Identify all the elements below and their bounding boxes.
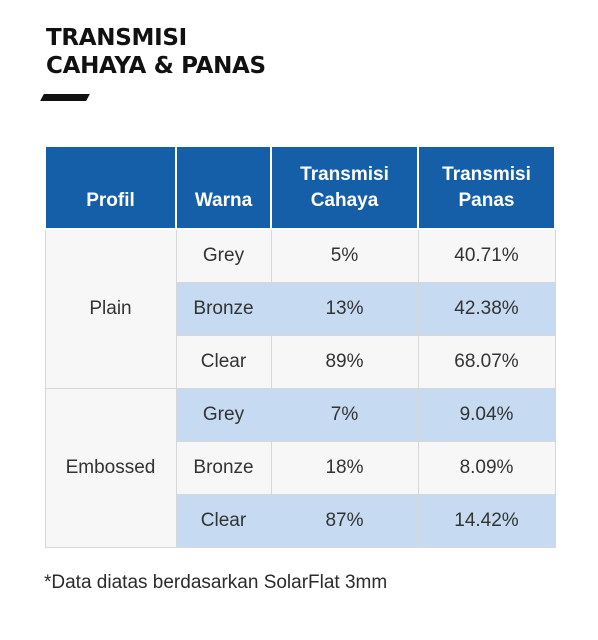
header-panas-line-2: Panas bbox=[458, 190, 515, 211]
footnote: *Data diatas berdasarkan SolarFlat 3mm bbox=[44, 572, 388, 593]
warna-cell: Grey bbox=[175, 228, 272, 283]
header-cahaya-line-2: Cahaya bbox=[310, 190, 379, 211]
header-transmisi-cahaya: Transmisi Cahaya bbox=[270, 145, 419, 230]
table-row: Bronze 18% 8.09% bbox=[45, 440, 556, 495]
warna-cell: Grey bbox=[175, 387, 272, 442]
transmission-table: Profil Warna Transmisi Cahaya Transmisi … bbox=[44, 145, 556, 548]
title-line-1: TRANSMISI bbox=[46, 25, 187, 51]
table-row: Embossed Grey 7% 9.04% bbox=[44, 387, 556, 548]
panas-cell: 42.38% bbox=[417, 281, 556, 336]
panas-cell: 14.42% bbox=[417, 493, 556, 548]
header-transmisi-panas: Transmisi Panas bbox=[417, 145, 556, 230]
title-line-2: CAHAYA & PANAS bbox=[46, 53, 266, 79]
cahaya-cell: 18% bbox=[270, 440, 419, 495]
panas-cell: 9.04% bbox=[417, 387, 556, 442]
title-underline-bar bbox=[40, 94, 90, 101]
profile-cell-plain: Plain bbox=[44, 228, 177, 389]
table-row: Plain Grey 5% 40.71% bbox=[44, 228, 556, 389]
warna-cell: Bronze bbox=[175, 440, 272, 495]
panas-cell: 8.09% bbox=[417, 440, 556, 495]
header-warna: Warna bbox=[175, 145, 272, 230]
cahaya-cell: 5% bbox=[270, 228, 419, 283]
warna-cell: Clear bbox=[175, 334, 272, 389]
table-row: Clear 89% 68.07% bbox=[45, 334, 556, 389]
header-panas-line-1: Transmisi bbox=[442, 164, 531, 185]
header-profil: Profil bbox=[44, 145, 177, 230]
page-title: TRANSMISI CAHAYA & PANAS bbox=[46, 24, 266, 80]
table-header-row: Profil Warna Transmisi Cahaya Transmisi … bbox=[44, 145, 556, 230]
warna-cell: Bronze bbox=[175, 281, 272, 336]
header-cahaya-line-1: Transmisi bbox=[300, 164, 389, 185]
panas-cell: 40.71% bbox=[417, 228, 556, 283]
cahaya-cell: 89% bbox=[270, 334, 419, 389]
cahaya-cell: 7% bbox=[270, 387, 419, 442]
cahaya-cell: 13% bbox=[270, 281, 419, 336]
table-row: Clear 87% 14.42% bbox=[45, 493, 556, 548]
panas-cell: 68.07% bbox=[417, 334, 556, 389]
profile-cell-embossed: Embossed bbox=[44, 387, 177, 548]
table-row: Bronze 13% 42.38% bbox=[45, 281, 556, 336]
warna-cell: Clear bbox=[175, 493, 272, 548]
cahaya-cell: 87% bbox=[270, 493, 419, 548]
